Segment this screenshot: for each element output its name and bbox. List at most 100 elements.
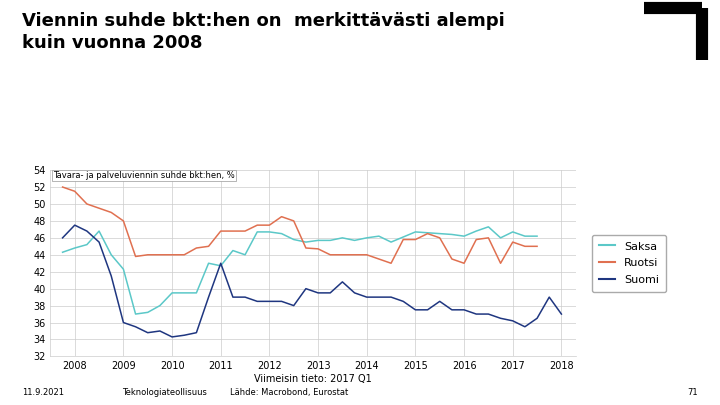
- Suomi: [362, 295, 371, 300]
- Suomi: [387, 295, 395, 300]
- Saksa: [521, 234, 529, 239]
- Saksa: [460, 234, 469, 239]
- Saksa: [508, 230, 517, 234]
- Saksa: [387, 240, 395, 245]
- Ruotsi: [399, 237, 408, 242]
- Suomi: [508, 318, 517, 323]
- Ruotsi: [521, 244, 529, 249]
- Text: Lähde: Macrobond, Eurostat: Lähde: Macrobond, Eurostat: [230, 388, 348, 397]
- Saksa: [83, 242, 91, 247]
- Ruotsi: [338, 252, 347, 257]
- Suomi: [253, 299, 261, 304]
- Saksa: [411, 230, 420, 234]
- Ruotsi: [83, 202, 91, 207]
- Ruotsi: [314, 246, 323, 251]
- Ruotsi: [533, 244, 541, 249]
- Saksa: [314, 238, 323, 243]
- Suomi: [156, 328, 164, 333]
- Suomi: [423, 307, 432, 312]
- Ruotsi: [240, 229, 249, 234]
- Suomi: [436, 299, 444, 304]
- Ruotsi: [374, 257, 383, 262]
- Suomi: [448, 307, 456, 312]
- Ruotsi: [289, 218, 298, 223]
- Saksa: [217, 263, 225, 268]
- Ruotsi: [217, 229, 225, 234]
- Saksa: [156, 303, 164, 308]
- Saksa: [436, 231, 444, 236]
- Suomi: [83, 229, 91, 234]
- Suomi: [557, 311, 566, 316]
- Saksa: [168, 290, 176, 295]
- Ruotsi: [71, 189, 79, 194]
- Suomi: [326, 290, 335, 295]
- Saksa: [302, 240, 310, 245]
- Saksa: [472, 229, 480, 234]
- Ruotsi: [411, 237, 420, 242]
- Ruotsi: [326, 252, 335, 257]
- Ruotsi: [168, 252, 176, 257]
- Saksa: [240, 252, 249, 257]
- Suomi: [204, 295, 213, 300]
- Saksa: [533, 234, 541, 239]
- Saksa: [95, 229, 104, 234]
- Suomi: [302, 286, 310, 291]
- Ruotsi: [448, 257, 456, 262]
- Saksa: [277, 231, 286, 236]
- Line: Ruotsi: Ruotsi: [63, 187, 537, 263]
- Saksa: [362, 235, 371, 240]
- Ruotsi: [265, 223, 274, 228]
- Suomi: [533, 316, 541, 321]
- Suomi: [71, 223, 79, 228]
- Saksa: [107, 252, 115, 257]
- Suomi: [217, 261, 225, 266]
- Suomi: [338, 279, 347, 284]
- Suomi: [411, 307, 420, 312]
- Saksa: [192, 290, 201, 295]
- Legend: Saksa, Ruotsi, Suomi: Saksa, Ruotsi, Suomi: [592, 235, 666, 292]
- Saksa: [253, 230, 261, 234]
- Saksa: [119, 267, 127, 272]
- Ruotsi: [204, 244, 213, 249]
- Saksa: [374, 234, 383, 239]
- Saksa: [350, 238, 359, 243]
- Ruotsi: [484, 235, 492, 240]
- Ruotsi: [253, 223, 261, 228]
- Saksa: [423, 230, 432, 235]
- Ruotsi: [180, 252, 189, 257]
- Line: Suomi: Suomi: [63, 225, 562, 337]
- Suomi: [228, 295, 237, 300]
- Suomi: [107, 273, 115, 278]
- Suomi: [131, 324, 140, 329]
- Saksa: [131, 311, 140, 316]
- Line: Saksa: Saksa: [63, 227, 537, 314]
- Suomi: [521, 324, 529, 329]
- Ruotsi: [58, 185, 67, 190]
- Saksa: [228, 248, 237, 253]
- Saksa: [204, 261, 213, 266]
- Ruotsi: [460, 261, 469, 266]
- Text: Viennin suhde bkt:hen on  merkittävästi alempi
kuin vuonna 2008: Viennin suhde bkt:hen on merkittävästi a…: [22, 12, 504, 52]
- Suomi: [399, 299, 408, 304]
- Ruotsi: [277, 214, 286, 219]
- Suomi: [545, 295, 554, 300]
- Saksa: [265, 230, 274, 234]
- Saksa: [484, 224, 492, 229]
- Suomi: [192, 330, 201, 335]
- Ruotsi: [228, 229, 237, 234]
- Text: 71: 71: [688, 388, 698, 397]
- Ruotsi: [423, 231, 432, 236]
- Ruotsi: [156, 252, 164, 257]
- Ruotsi: [95, 206, 104, 211]
- Suomi: [350, 290, 359, 295]
- X-axis label: Viimeisin tieto: 2017 Q1: Viimeisin tieto: 2017 Q1: [254, 374, 372, 384]
- Ruotsi: [362, 252, 371, 257]
- Saksa: [180, 290, 189, 295]
- Suomi: [240, 295, 249, 300]
- Suomi: [277, 299, 286, 304]
- Ruotsi: [107, 210, 115, 215]
- Suomi: [496, 316, 505, 321]
- Suomi: [484, 311, 492, 316]
- Ruotsi: [143, 252, 152, 257]
- Text: Tavara- ja palveluviennin suhde bkt:hen, %: Tavara- ja palveluviennin suhde bkt:hen,…: [53, 171, 235, 180]
